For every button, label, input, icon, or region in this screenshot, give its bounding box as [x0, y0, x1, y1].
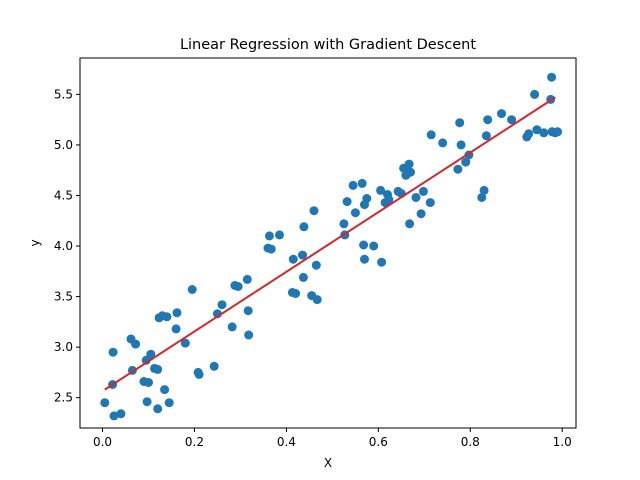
- y-tick-label: 4.5: [54, 188, 73, 202]
- y-tick-label: 5.5: [54, 87, 73, 101]
- data-point-79: [453, 164, 463, 174]
- data-point-80: [455, 118, 465, 128]
- data-point-18: [160, 385, 170, 395]
- data-point-32: [233, 282, 243, 291]
- data-point-19: [162, 312, 172, 322]
- data-point-20: [164, 398, 174, 408]
- data-point-3: [109, 411, 119, 421]
- y-tick-label: 2.5: [54, 391, 73, 405]
- y-axis: 2.5 3.0 3.5 4.0 4.5 5.0 5.5: [54, 87, 80, 405]
- data-point-53: [348, 180, 358, 190]
- data-point-0: [100, 398, 110, 408]
- data-point-47: [309, 206, 319, 216]
- x-tick-label: 0.6: [369, 435, 388, 449]
- data-point-54: [350, 208, 360, 218]
- plot-area: [100, 72, 563, 421]
- plot-frame: [79, 57, 577, 429]
- data-point-76: [425, 198, 435, 208]
- data-point-74: [416, 209, 426, 219]
- data-point-58: [360, 254, 369, 264]
- data-point-39: [275, 230, 284, 240]
- data-point-49: [312, 295, 322, 305]
- data-point-43: [298, 250, 307, 260]
- data-point-26: [194, 369, 204, 379]
- data-point-42: [291, 289, 301, 298]
- data-point-85: [479, 185, 489, 195]
- data-point-92: [530, 89, 540, 99]
- data-point-9: [141, 355, 151, 365]
- data-point-56: [359, 240, 369, 250]
- y-axis-label: y: [28, 239, 42, 246]
- x-tick-label: 0.2: [185, 435, 204, 449]
- data-point-96: [547, 72, 557, 82]
- data-point-72: [406, 167, 415, 177]
- data-point-34: [243, 306, 253, 316]
- data-point-70: [404, 159, 414, 169]
- data-point-44: [299, 222, 309, 232]
- data-point-88: [497, 109, 506, 119]
- data-point-21: [171, 324, 181, 334]
- chart-title: Linear Regression with Gradient Descent: [180, 37, 476, 53]
- data-point-65: [384, 195, 394, 204]
- data-point-45: [298, 272, 308, 282]
- data-point-41: [288, 254, 298, 264]
- data-point-59: [362, 194, 372, 203]
- data-point-27: [209, 361, 219, 371]
- data-point-30: [227, 322, 237, 332]
- data-point-7: [131, 339, 141, 349]
- data-point-29: [217, 300, 227, 310]
- data-point-15: [153, 404, 163, 414]
- data-point-94: [539, 128, 549, 138]
- data-point-35: [244, 330, 254, 340]
- data-point-37: [264, 231, 274, 241]
- x-axis: 0.0 0.2 0.4 0.6 0.8 1.0: [93, 428, 572, 449]
- data-point-14: [153, 364, 163, 374]
- data-point-52: [342, 197, 352, 207]
- data-point-38: [266, 244, 276, 254]
- data-point-75: [418, 186, 428, 196]
- data-point-81: [456, 140, 466, 150]
- data-point-50: [339, 219, 349, 229]
- data-point-55: [357, 178, 367, 188]
- data-point-86: [481, 131, 491, 141]
- data-point-82: [461, 157, 471, 167]
- data-point-24: [187, 285, 197, 294]
- data-point-89: [507, 115, 517, 125]
- data-point-84: [477, 193, 487, 202]
- data-point-48: [311, 260, 321, 270]
- x-tick-label: 0.0: [93, 435, 112, 449]
- regression-line: [104, 96, 556, 391]
- data-point-77: [426, 130, 436, 140]
- y-tick-label: 3.0: [54, 340, 73, 354]
- data-point-99: [553, 127, 563, 137]
- data-point-2: [108, 347, 118, 357]
- y-tick-label: 3.5: [54, 290, 73, 304]
- data-point-93: [532, 125, 542, 135]
- data-point-87: [483, 115, 493, 125]
- data-point-73: [411, 193, 421, 202]
- data-point-22: [172, 308, 182, 318]
- data-point-23: [180, 338, 190, 348]
- data-point-62: [377, 257, 387, 267]
- data-point-60: [369, 241, 379, 251]
- data-point-33: [242, 274, 252, 284]
- x-tick-label: 0.8: [461, 435, 480, 449]
- y-tick-label: 4.0: [54, 239, 73, 253]
- data-point-71: [405, 219, 415, 229]
- x-tick-label: 0.4: [277, 435, 296, 449]
- data-point-10: [142, 397, 152, 407]
- data-point-12: [146, 349, 156, 359]
- data-point-4: [116, 409, 126, 419]
- y-tick-label: 5.0: [54, 138, 73, 152]
- data-point-78: [438, 138, 448, 148]
- x-tick-label: 1.0: [553, 435, 572, 449]
- x-axis-label: X: [324, 456, 332, 470]
- data-point-61: [376, 185, 386, 195]
- data-point-91: [524, 129, 534, 139]
- data-point-11: [144, 378, 153, 387]
